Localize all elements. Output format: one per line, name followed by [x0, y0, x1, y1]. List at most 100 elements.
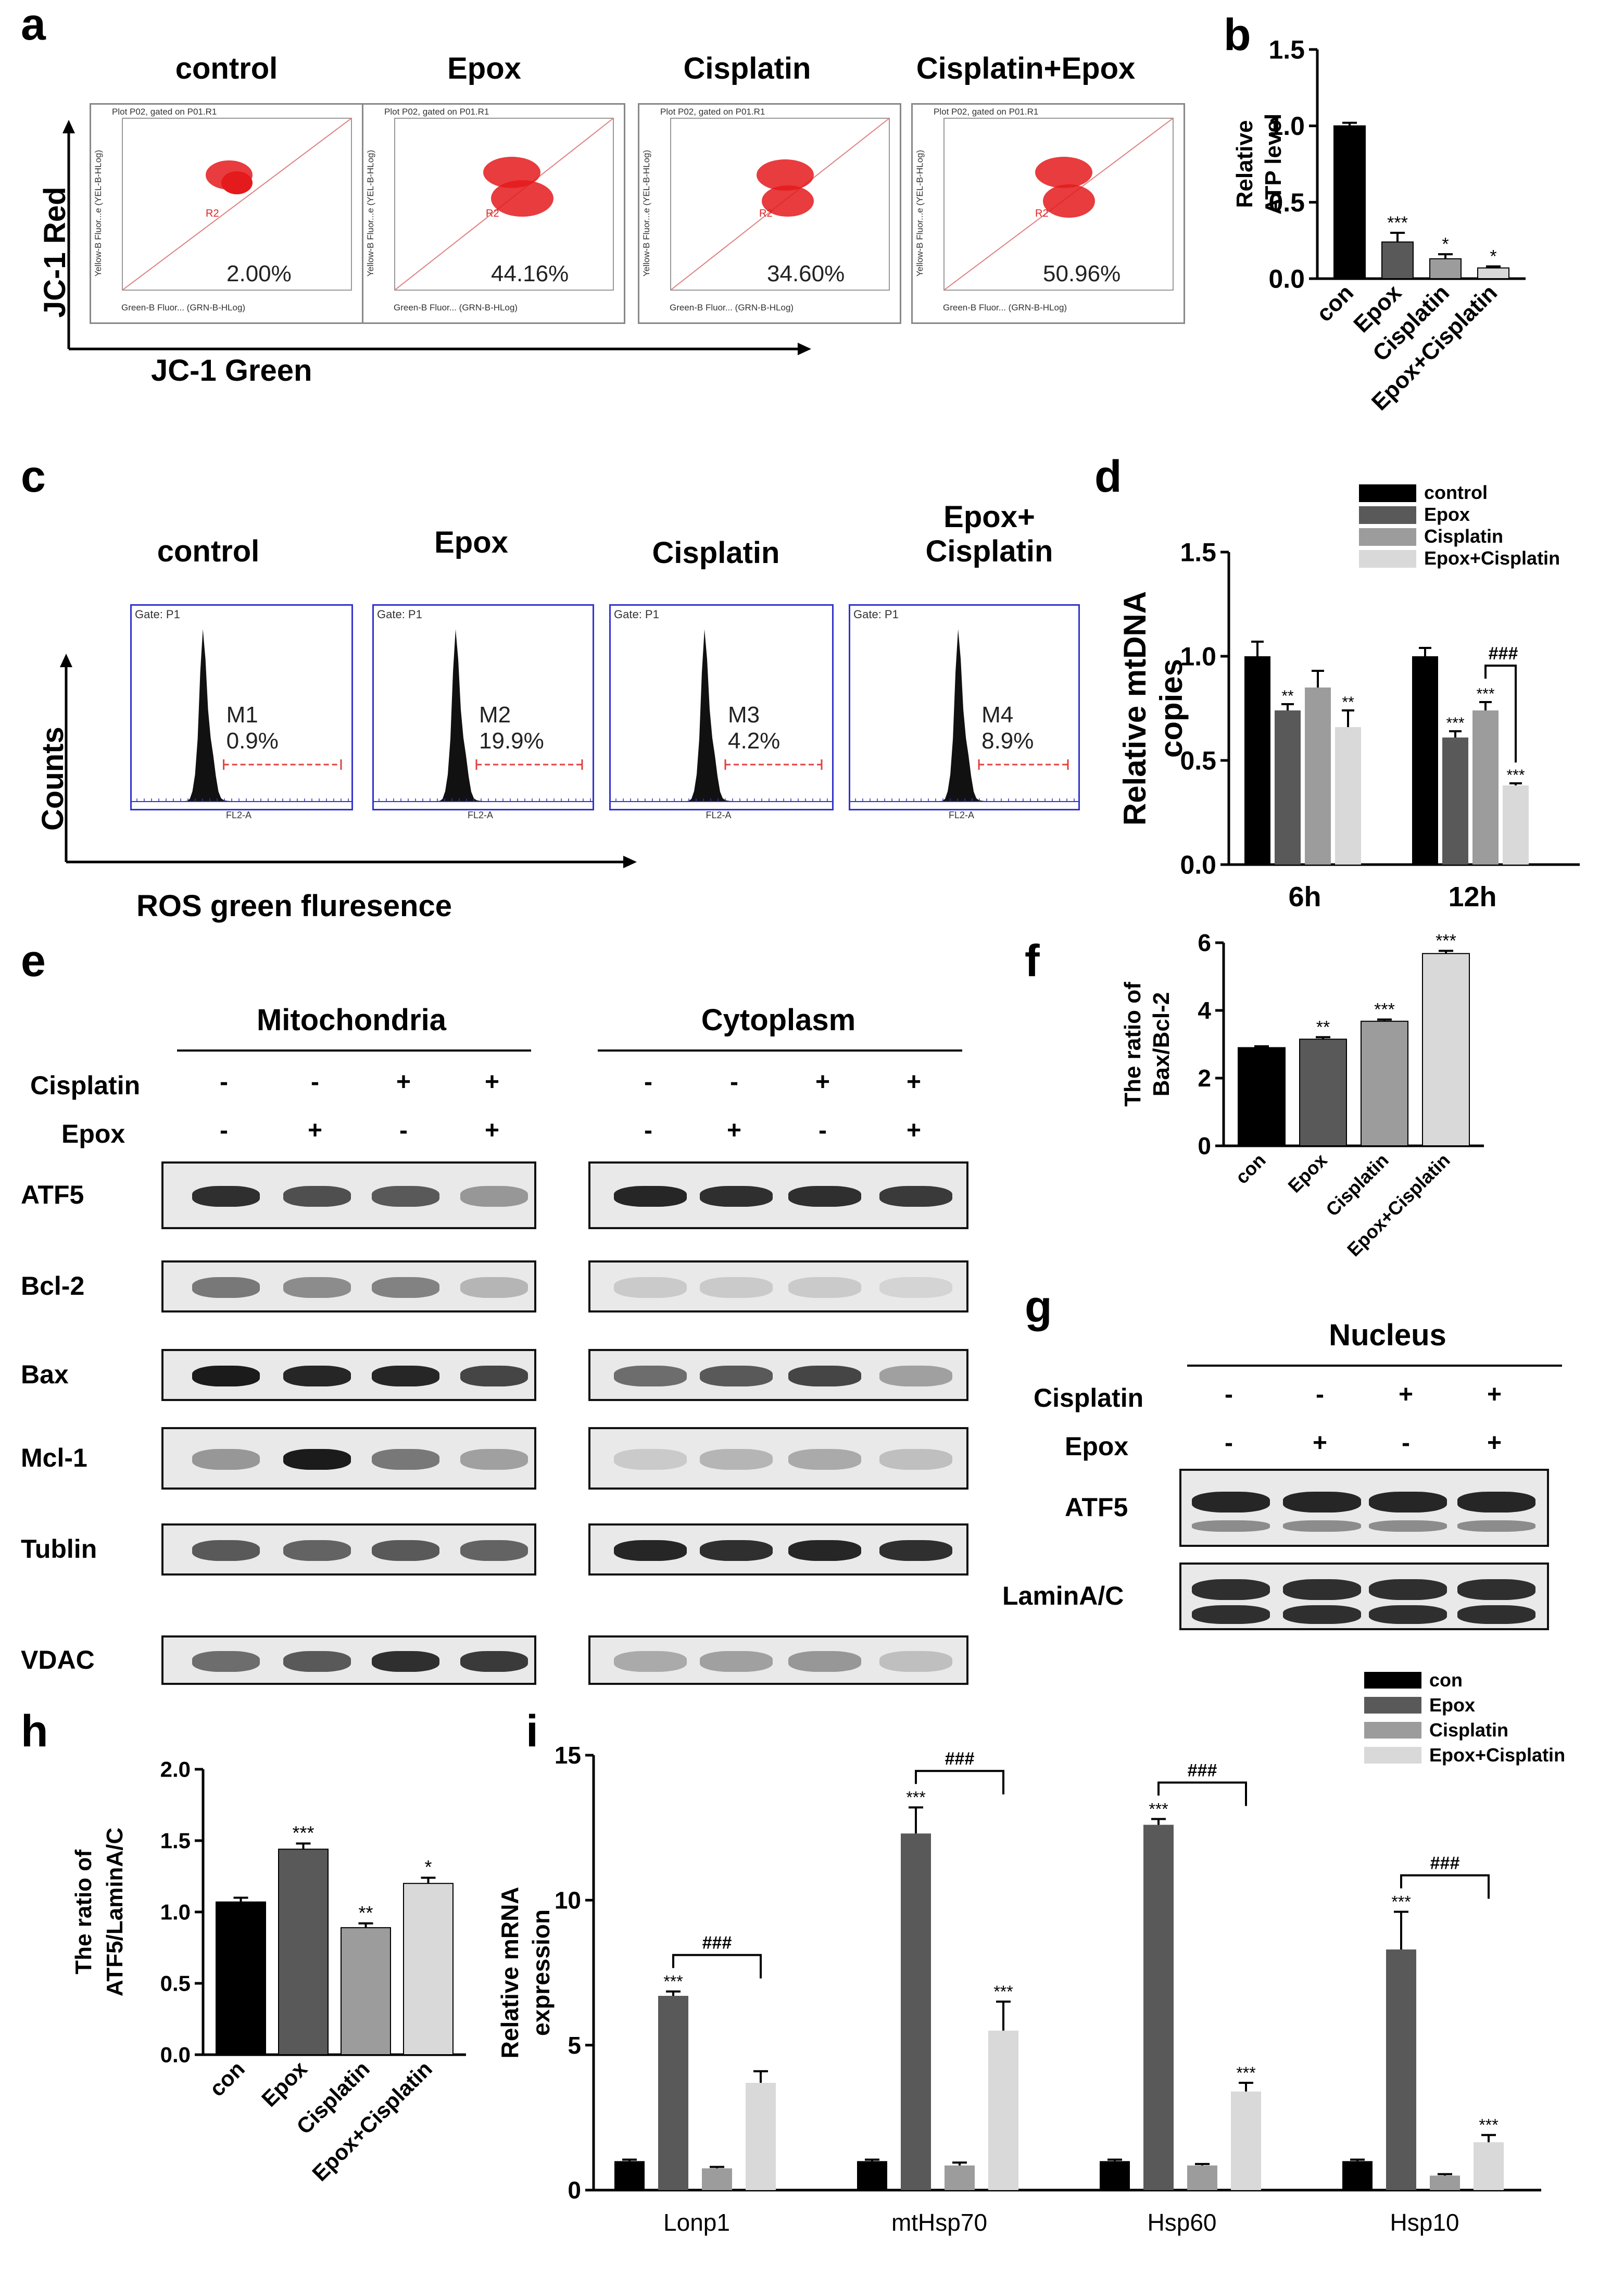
category-label: Lonp1: [663, 2209, 730, 2236]
flow-plot-combo: Plot P02, gated on P01.R1 Green-B Fluor.…: [911, 103, 1185, 324]
bar-epoxcisplatin: [746, 2083, 776, 2190]
significance-label: ***: [1236, 2064, 1255, 2082]
blot-band: [1192, 1520, 1270, 1532]
bar-epox: [1275, 710, 1301, 865]
legend-label: Epox+Cisplatin: [1429, 1744, 1565, 1766]
blot-band: [1369, 1520, 1447, 1532]
significance-label: ***: [1387, 213, 1408, 233]
jc1-red-label: JC-1 Red: [38, 186, 72, 318]
blot-band: [372, 1651, 439, 1672]
blot-band: [788, 1277, 861, 1298]
legend-swatch: [1364, 1747, 1421, 1764]
blot-band: [614, 1651, 687, 1672]
panel-letter-f: f: [1025, 936, 1040, 986]
bar-epox: [658, 1996, 688, 2190]
blot-band: [372, 1186, 439, 1207]
y-tick-label: 15: [555, 1742, 581, 1769]
y-tick-label: 2.0: [160, 1757, 191, 1782]
blot-band: [1457, 1605, 1535, 1624]
flow-percent-epox: 44.16%: [491, 261, 569, 286]
significance-bracket: [672, 1954, 762, 1979]
gate-label: Gate: P1: [135, 608, 180, 621]
histogram-fill: [686, 629, 733, 801]
x-axis-small: FL2-A: [468, 810, 494, 820]
ros-axes-arrows: [60, 654, 637, 868]
hist-title-control: control: [157, 534, 260, 568]
plot-header: Plot P02, gated on P01.R1: [112, 107, 217, 117]
marker-percent: 19.9%: [479, 728, 544, 754]
flow-scatter-combo: R2: [943, 118, 1174, 291]
bracket-label: ###: [702, 1933, 732, 1953]
chart-h: 0.00.51.01.52.0con***Epox**Cisplatin*Epo…: [71, 1757, 466, 2186]
significance-bracket: [1157, 1781, 1247, 1806]
epox-sign: -: [1225, 1429, 1233, 1457]
plot-header: Plot P02, gated on P01.R1: [934, 107, 1039, 117]
blot-band: [879, 1366, 952, 1386]
blot-band: [700, 1540, 773, 1561]
bar-epoxcisplatin: [403, 1883, 454, 2055]
histogram-plot: Gate: P1 FL2-A M4 8.9%: [849, 604, 1080, 820]
blot-band: [879, 1186, 952, 1207]
bar-cisplatin: [1187, 2165, 1217, 2190]
y-tick-label: 4: [1198, 997, 1211, 1024]
significance-bracket: [915, 1770, 1004, 1795]
blot-band: [788, 1449, 861, 1470]
blot-mito-vdac: [161, 1635, 536, 1685]
blot-band: [700, 1186, 773, 1207]
blot-band: [192, 1540, 260, 1561]
svg-text:R2: R2: [759, 208, 773, 219]
blot-band: [192, 1449, 260, 1470]
bar-epox: [1299, 1039, 1347, 1146]
cisplatin-sign: +: [1487, 1381, 1502, 1408]
blot-band: [614, 1449, 687, 1470]
flow-title-epox: Epox: [447, 52, 521, 85]
hist-title-cisplatin: Cisplatin: [652, 536, 780, 570]
svg-text:R2: R2: [206, 208, 219, 219]
y-tick-label: 1.0: [1180, 642, 1216, 671]
blot-label-atf5: ATF5: [21, 1180, 84, 1209]
panel-letter-a: a: [21, 0, 46, 49]
legend-label: Epox: [1429, 1694, 1475, 1716]
bracket-label: ###: [1188, 1760, 1217, 1780]
bar-epox: [1381, 241, 1414, 280]
significance-label: ***: [1374, 1000, 1395, 1020]
blot-band: [700, 1449, 773, 1470]
significance-label: **: [1342, 694, 1354, 711]
blot-band: [1369, 1492, 1447, 1512]
blot-band: [283, 1540, 351, 1561]
bar-con: [1333, 125, 1366, 280]
counts-label: Counts: [36, 727, 70, 831]
flow-scatter-control: R2: [122, 118, 352, 291]
marker-name: M4: [981, 702, 1014, 728]
legend-swatch: [1359, 528, 1416, 546]
bar-epoxcisplatin: [1474, 2142, 1504, 2190]
y-tick-label: 0.5: [1180, 746, 1216, 776]
blot-label-vdac: VDAC: [21, 1645, 95, 1674]
x-axis-small: FL2-A: [949, 810, 975, 820]
flow-percent-cisplatin: 34.60%: [767, 261, 845, 286]
blot-band: [372, 1540, 439, 1561]
bar-control: [1244, 656, 1270, 865]
significance-label: ***: [292, 1822, 314, 1843]
section-mitochondria: Mitochondria: [256, 1003, 447, 1037]
chart-i: 0 5 10 15 *** ### Lonp1 *** *** ### mtHsp70 *** *** #…: [496, 1669, 1565, 2236]
blot-band: [788, 1540, 861, 1561]
flow-percent-combo: 50.96%: [1043, 261, 1121, 286]
bracket-label: ###: [1489, 644, 1518, 664]
epox-sign: -: [220, 1117, 228, 1144]
bar-epox: [1386, 1949, 1416, 2190]
panel-letter-h: h: [21, 1706, 48, 1756]
blot-cyto-bcl2: [588, 1260, 968, 1312]
category-label: Epox+Cisplatin: [1343, 1149, 1454, 1261]
epox-sign: -: [1402, 1429, 1410, 1457]
significance-label: ***: [1446, 715, 1464, 732]
blot-band: [788, 1651, 861, 1672]
flow-percent-control: 2.00%: [226, 261, 292, 286]
marker-name: M1: [226, 702, 258, 728]
marker-percent: 8.9%: [981, 728, 1034, 754]
blot-band: [879, 1540, 952, 1561]
y-axis-label: copies: [1154, 659, 1189, 758]
blot-band: [788, 1186, 861, 1207]
legend-label: Epox: [1424, 504, 1470, 525]
blot-mito-bax: [161, 1349, 536, 1401]
